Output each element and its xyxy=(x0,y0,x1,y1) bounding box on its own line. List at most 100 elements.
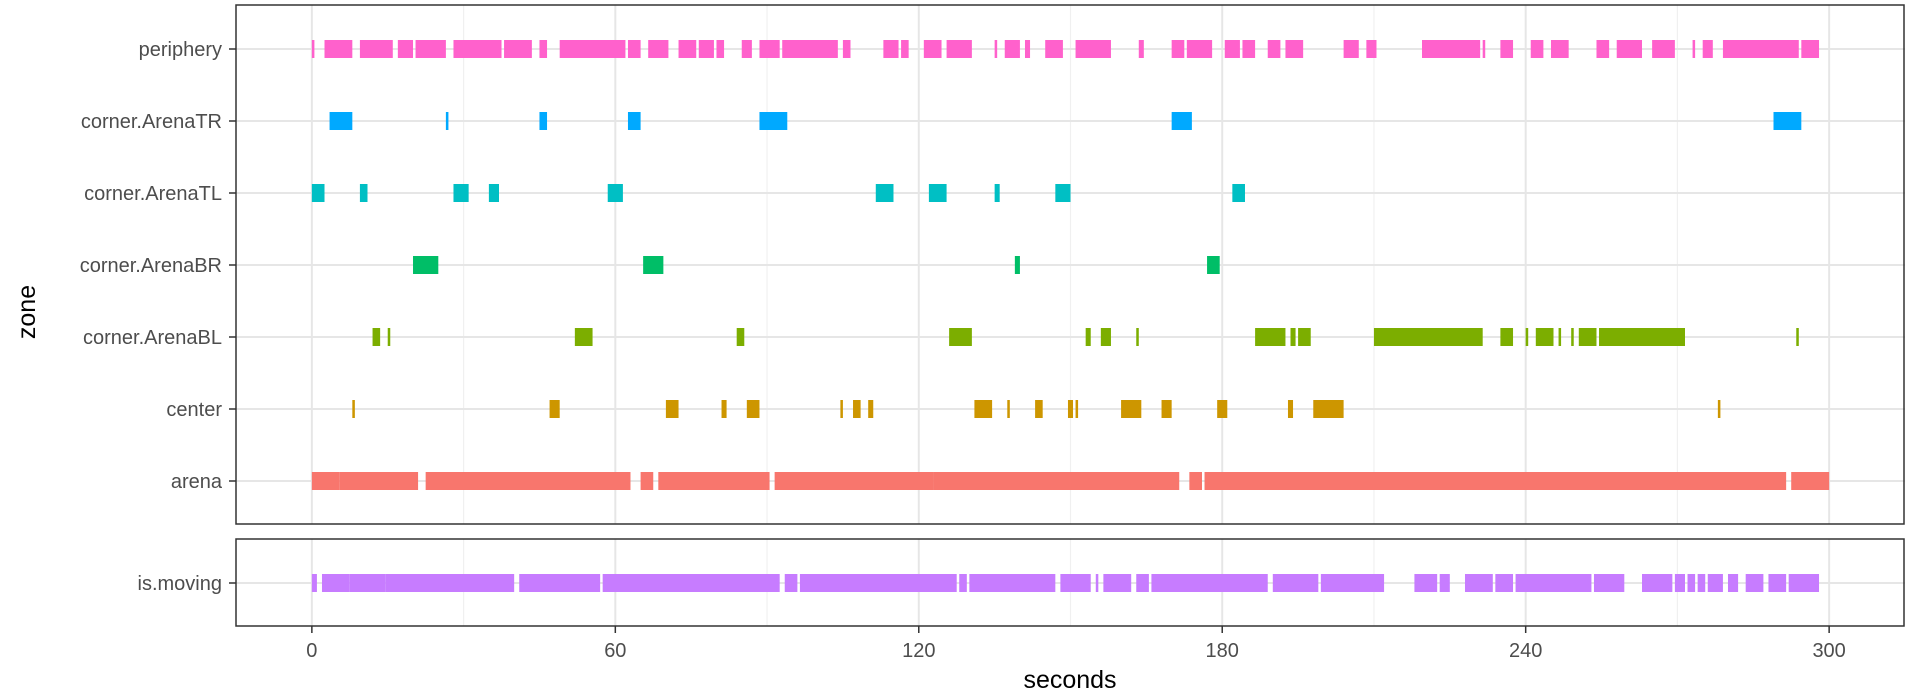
bar-periphery xyxy=(1722,40,1799,58)
bar-center xyxy=(840,400,843,418)
bar-corner-arenatl xyxy=(607,184,623,202)
bar-corner-arenabl xyxy=(1796,328,1799,346)
bar-arena xyxy=(933,472,1180,490)
bar-periphery xyxy=(1596,40,1610,58)
bar-center xyxy=(1035,400,1043,418)
bar-periphery xyxy=(678,40,697,58)
bar-periphery xyxy=(1550,40,1569,58)
bar-periphery xyxy=(698,40,714,58)
bar-periphery xyxy=(901,40,909,58)
bar-corner-arenabl xyxy=(736,328,745,346)
bar-corner-arenabr xyxy=(413,256,439,274)
bar-is-moving xyxy=(969,574,1056,592)
bar-center xyxy=(1287,400,1294,418)
y-tick-label-is-moving: is.moving xyxy=(138,573,222,595)
bar-is-moving xyxy=(799,574,957,592)
bar-periphery xyxy=(1652,40,1675,58)
y-tick-label-corner-arenabr: corner.ArenaBR xyxy=(80,255,222,277)
bar-corner-arenabl xyxy=(1255,328,1286,346)
bar-is-moving xyxy=(602,574,780,592)
bar-periphery xyxy=(1285,40,1304,58)
bar-arena xyxy=(1791,472,1830,490)
bar-is-moving xyxy=(1495,574,1514,592)
bar-periphery xyxy=(1186,40,1213,58)
bar-periphery xyxy=(1138,40,1144,58)
bar-is-moving xyxy=(1642,574,1673,592)
bar-arena xyxy=(339,472,419,490)
bar-corner-arenabr xyxy=(1207,256,1220,274)
bar-center xyxy=(853,400,861,418)
bar-corner-arenabl xyxy=(372,328,381,346)
bar-is-moving xyxy=(1103,574,1132,592)
bar-corner-arenatl xyxy=(1232,184,1245,202)
bar-periphery xyxy=(883,40,899,58)
bar-corner-arenatr xyxy=(627,112,641,130)
bar-center xyxy=(1313,400,1344,418)
bar-periphery xyxy=(946,40,972,58)
panel-border xyxy=(235,538,1905,627)
bar-is-moving xyxy=(1687,574,1696,592)
bar-corner-arenatr xyxy=(539,112,548,130)
bar-arena xyxy=(658,472,770,490)
y-tick-label-corner-arenatl: corner.ArenaTL xyxy=(84,183,222,205)
bar-periphery xyxy=(397,40,414,58)
bar-is-moving xyxy=(1464,574,1493,592)
bar-periphery xyxy=(1242,40,1256,58)
bar-is-moving xyxy=(1707,574,1723,592)
bar-periphery xyxy=(923,40,942,58)
x-tick-label: 120 xyxy=(902,640,935,662)
bar-periphery xyxy=(415,40,446,58)
panel-border xyxy=(235,4,1905,525)
bar-corner-arenatl xyxy=(453,184,469,202)
y-tick-label-center: center xyxy=(166,399,222,421)
bar-periphery xyxy=(1045,40,1063,58)
x-axis-title: seconds xyxy=(1023,666,1116,694)
bar-periphery xyxy=(1224,40,1240,58)
bar-periphery xyxy=(1616,40,1643,58)
bar-corner-arenatr xyxy=(1171,112,1192,130)
bar-center xyxy=(974,400,993,418)
bar-corner-arenabl xyxy=(1535,328,1554,346)
bar-is-moving xyxy=(784,574,798,592)
x-tick-label: 0 xyxy=(306,640,317,662)
bar-corner-arenabr xyxy=(1014,256,1020,274)
bar-periphery xyxy=(782,40,838,58)
bar-corner-arenatr xyxy=(329,112,353,130)
bar-center xyxy=(549,400,560,418)
bar-periphery xyxy=(1801,40,1820,58)
bar-corner-arenatr xyxy=(759,112,788,130)
bar-periphery xyxy=(1530,40,1544,58)
y-axis-title: zone xyxy=(13,285,41,339)
bar-center xyxy=(665,400,679,418)
bar-center xyxy=(1121,400,1142,418)
bar-corner-arenatr xyxy=(1773,112,1802,130)
bar-is-moving xyxy=(1768,574,1787,592)
bar-is-moving xyxy=(349,574,386,592)
zones-panel: periphery corner.ArenaTR corner.ArenaTL cor… xyxy=(80,4,1905,525)
bar-corner-arenabl xyxy=(1525,328,1529,346)
bar-center xyxy=(1067,400,1074,418)
bar-periphery xyxy=(842,40,851,58)
x-tick-label: 300 xyxy=(1812,640,1845,662)
bar-corner-arenabl xyxy=(1136,328,1139,346)
bar-periphery xyxy=(1482,40,1486,58)
bar-center xyxy=(1717,400,1721,418)
bar-is-moving xyxy=(1272,574,1319,592)
bar-periphery xyxy=(1024,40,1031,58)
bar-arena xyxy=(1189,472,1202,490)
bar-periphery xyxy=(1075,40,1111,58)
bar-corner-arenabl xyxy=(1578,328,1597,346)
bar-corner-arenabl xyxy=(1373,328,1483,346)
bar-corner-arenabl xyxy=(1500,328,1514,346)
bar-is-moving xyxy=(1439,574,1450,592)
bar-corner-arenatl xyxy=(311,184,325,202)
bar-periphery xyxy=(1692,40,1696,58)
moving-panel: is.moving xyxy=(138,538,1905,627)
bar-center xyxy=(746,400,760,418)
bar-is-moving xyxy=(311,574,317,592)
bar-is-moving xyxy=(1697,574,1706,592)
bar-periphery xyxy=(1500,40,1514,58)
bar-periphery xyxy=(741,40,752,58)
